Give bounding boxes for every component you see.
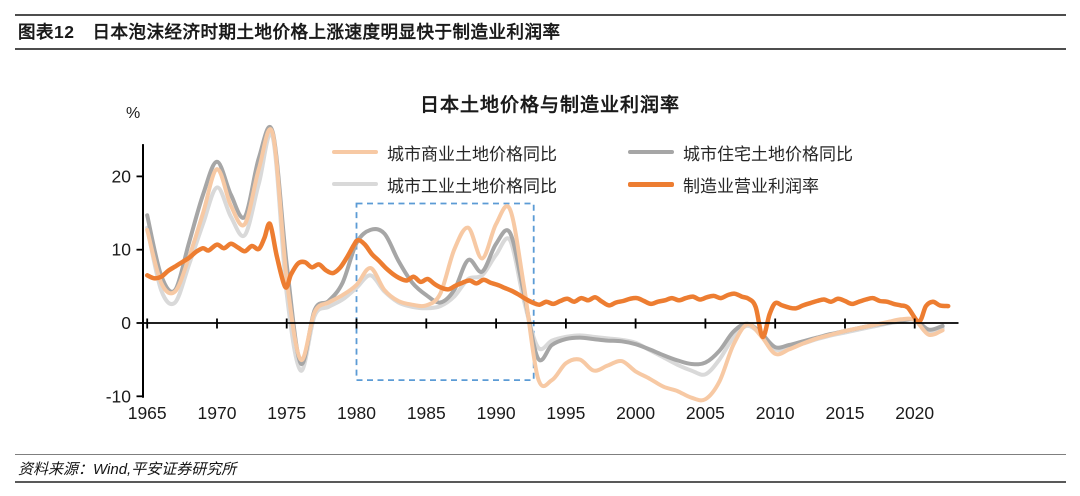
x-axis-tick-label: 1970: [198, 403, 237, 423]
x-axis-tick-label: 1975: [267, 403, 306, 423]
x-axis-tick-label: 2020: [895, 403, 934, 423]
legend-item-manufacturing-margin: 制造业营业利润率: [628, 174, 819, 196]
legend-item-commercial-land: 城市商业土地价格同比: [332, 142, 557, 164]
x-axis-tick-label: 1995: [546, 403, 585, 423]
figure-tag: 图表12: [18, 22, 75, 42]
legend-label: 城市工业土地价格同比: [387, 176, 557, 196]
series-line-城市工业土地价格同比: [145, 131, 945, 377]
y-axis-tick-label: -10: [106, 386, 132, 406]
legend-item-industrial-land: 城市工业土地价格同比: [332, 174, 557, 196]
x-axis-tick-label: 2015: [826, 403, 865, 423]
x-axis-tick-label: 1990: [477, 403, 516, 423]
series-line-城市商业土地价格同比: [145, 127, 945, 403]
series-line-制造业营业利润率: [144, 221, 951, 340]
legend-item-residential-land: 城市住宅土地价格同比: [628, 142, 853, 164]
y-axis-tick-label: 20: [112, 166, 132, 186]
footer-bottom-rule: [15, 481, 1066, 483]
legend-swatch-commercial-land: [332, 150, 378, 154]
y-axis-tick-label: 0: [121, 313, 131, 333]
header-top-rule: [15, 14, 1066, 16]
x-axis-tick-label: 1985: [407, 403, 446, 423]
chart-title: 日本土地价格与制造业利润率: [419, 95, 680, 116]
x-axis-tick-label: 1980: [337, 403, 376, 423]
legend-label: 城市住宅土地价格同比: [683, 144, 853, 164]
x-axis-tick-label: 2010: [756, 403, 795, 423]
legend-swatch-manufacturing-margin: [628, 181, 674, 187]
bubble-period-highlight-box: [355, 202, 535, 382]
y-axis-tick-label: 10: [112, 240, 132, 260]
legend-swatch-residential-land: [628, 150, 674, 154]
legend-label: 城市商业土地价格同比: [387, 144, 557, 164]
legend-label: 制造业营业利润率: [683, 176, 819, 196]
legend-swatch-industrial-land: [332, 182, 378, 186]
figure-title: 日本泡沫经济时期土地价格上涨速度明显快于制造业利润率: [92, 22, 561, 42]
x-axis-tick-label: 1965: [128, 403, 167, 423]
figure-header: 图表12 日本泡沫经济时期土地价格上涨速度明显快于制造业利润率: [18, 19, 1060, 44]
x-axis-tick-label: 2000: [616, 403, 655, 423]
source-note: 资料来源：Wind,平安证券研究所: [18, 461, 237, 478]
x-axis-tick-label: 2005: [686, 403, 725, 423]
y-axis-unit-label: %: [126, 105, 141, 122]
footer-top-rule: [15, 454, 1066, 455]
header-bottom-rule: [15, 48, 1066, 50]
